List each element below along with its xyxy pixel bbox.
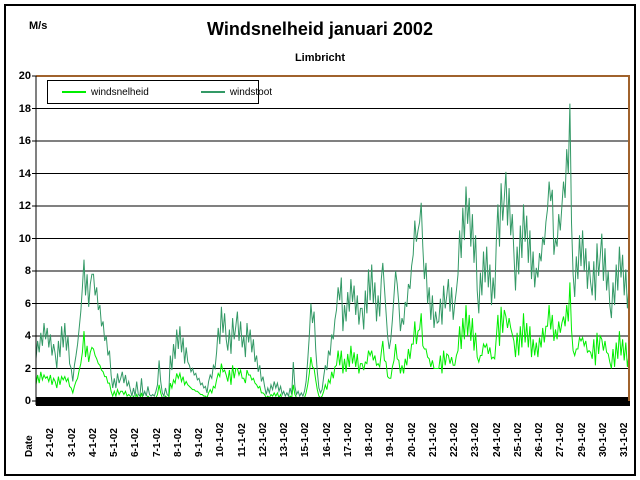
chart-subtitle: Limbricht <box>294 52 346 64</box>
x-tick-label: 2-1-02 <box>45 428 57 457</box>
y-tick-label: 2 <box>24 362 31 375</box>
legend-label: windstoot <box>229 86 273 98</box>
x-tick-label: 23-1-02 <box>470 422 482 457</box>
y-tick-label: 4 <box>24 330 31 342</box>
legend-line-swatch-windstoot <box>200 91 225 93</box>
chart-outer-border <box>4 4 636 476</box>
x-tick-label: 19-1-02 <box>385 422 397 457</box>
legend-item-windstoot: windstoot <box>200 86 273 98</box>
x-tick-label: 18-1-02 <box>364 422 375 457</box>
series-line-windsnelheid <box>35 282 630 401</box>
x-tick-label: 20-1-02 <box>406 422 418 457</box>
x-tick-label: 3-1-02 <box>66 428 78 457</box>
legend: windsnelheid windstoot <box>47 80 272 104</box>
x-tick-label: 21-1-02 <box>427 422 439 457</box>
x-tick-label: 11-1-02 <box>236 423 248 457</box>
x-tick-label: 16-1-02 <box>321 422 333 457</box>
series-line-windstoot <box>35 103 630 398</box>
x-tick-label: 17-1-02 <box>342 422 354 457</box>
x-tick-label: 27-1-02 <box>555 422 567 457</box>
x-tick-label: 5-1-02 <box>109 428 120 457</box>
x-tick-label: 22-1-02 <box>449 422 460 457</box>
y-tick-label: 0 <box>24 395 31 407</box>
x-tick-label: 26-1-02 <box>534 422 545 457</box>
x-axis-baseline <box>36 397 630 406</box>
y-tick-label: 10 <box>18 232 31 245</box>
y-tick-label: 14 <box>18 167 31 180</box>
x-tick-label: 29-1-02 <box>576 422 588 457</box>
y-tick-label: 18 <box>18 102 31 115</box>
y-axis-unit-label: M/s <box>29 20 48 32</box>
x-tick-label: 9-1-02 <box>194 428 205 457</box>
x-tick-label: 8-1-02 <box>172 428 184 457</box>
y-tick-label: 20 <box>18 70 31 82</box>
x-tick-label: 25-1-02 <box>512 422 524 457</box>
x-tick-label: 7-1-02 <box>151 428 163 457</box>
y-tick-label: 12 <box>18 200 31 212</box>
x-tick-label: 10-1-02 <box>215 422 227 457</box>
y-tick-label: 8 <box>24 265 31 277</box>
x-tick-label: 31-1-02 <box>619 422 630 457</box>
x-tick-label: 6-1-02 <box>130 428 142 457</box>
x-tick-label: 13-1-02 <box>279 422 290 457</box>
y-tick-label: 6 <box>24 297 31 310</box>
x-tick-label: 12-1-02 <box>257 422 269 457</box>
y-tick-label: 16 <box>18 135 31 147</box>
legend-line-swatch-windsnelheid <box>62 91 86 93</box>
x-tick-label: 24-1-02 <box>491 422 503 457</box>
x-tick-label: Date <box>24 435 35 457</box>
x-tick-label: 4-1-02 <box>87 428 99 457</box>
x-tick-label: 30-1-02 <box>597 422 609 457</box>
chart-title: Windsnelheid januari 2002 <box>207 19 433 39</box>
legend-item-windsnelheid: windsnelheid <box>62 87 149 98</box>
x-tick-label: 15-1-02 <box>300 422 312 457</box>
legend-label: windsnelheid <box>91 86 149 98</box>
